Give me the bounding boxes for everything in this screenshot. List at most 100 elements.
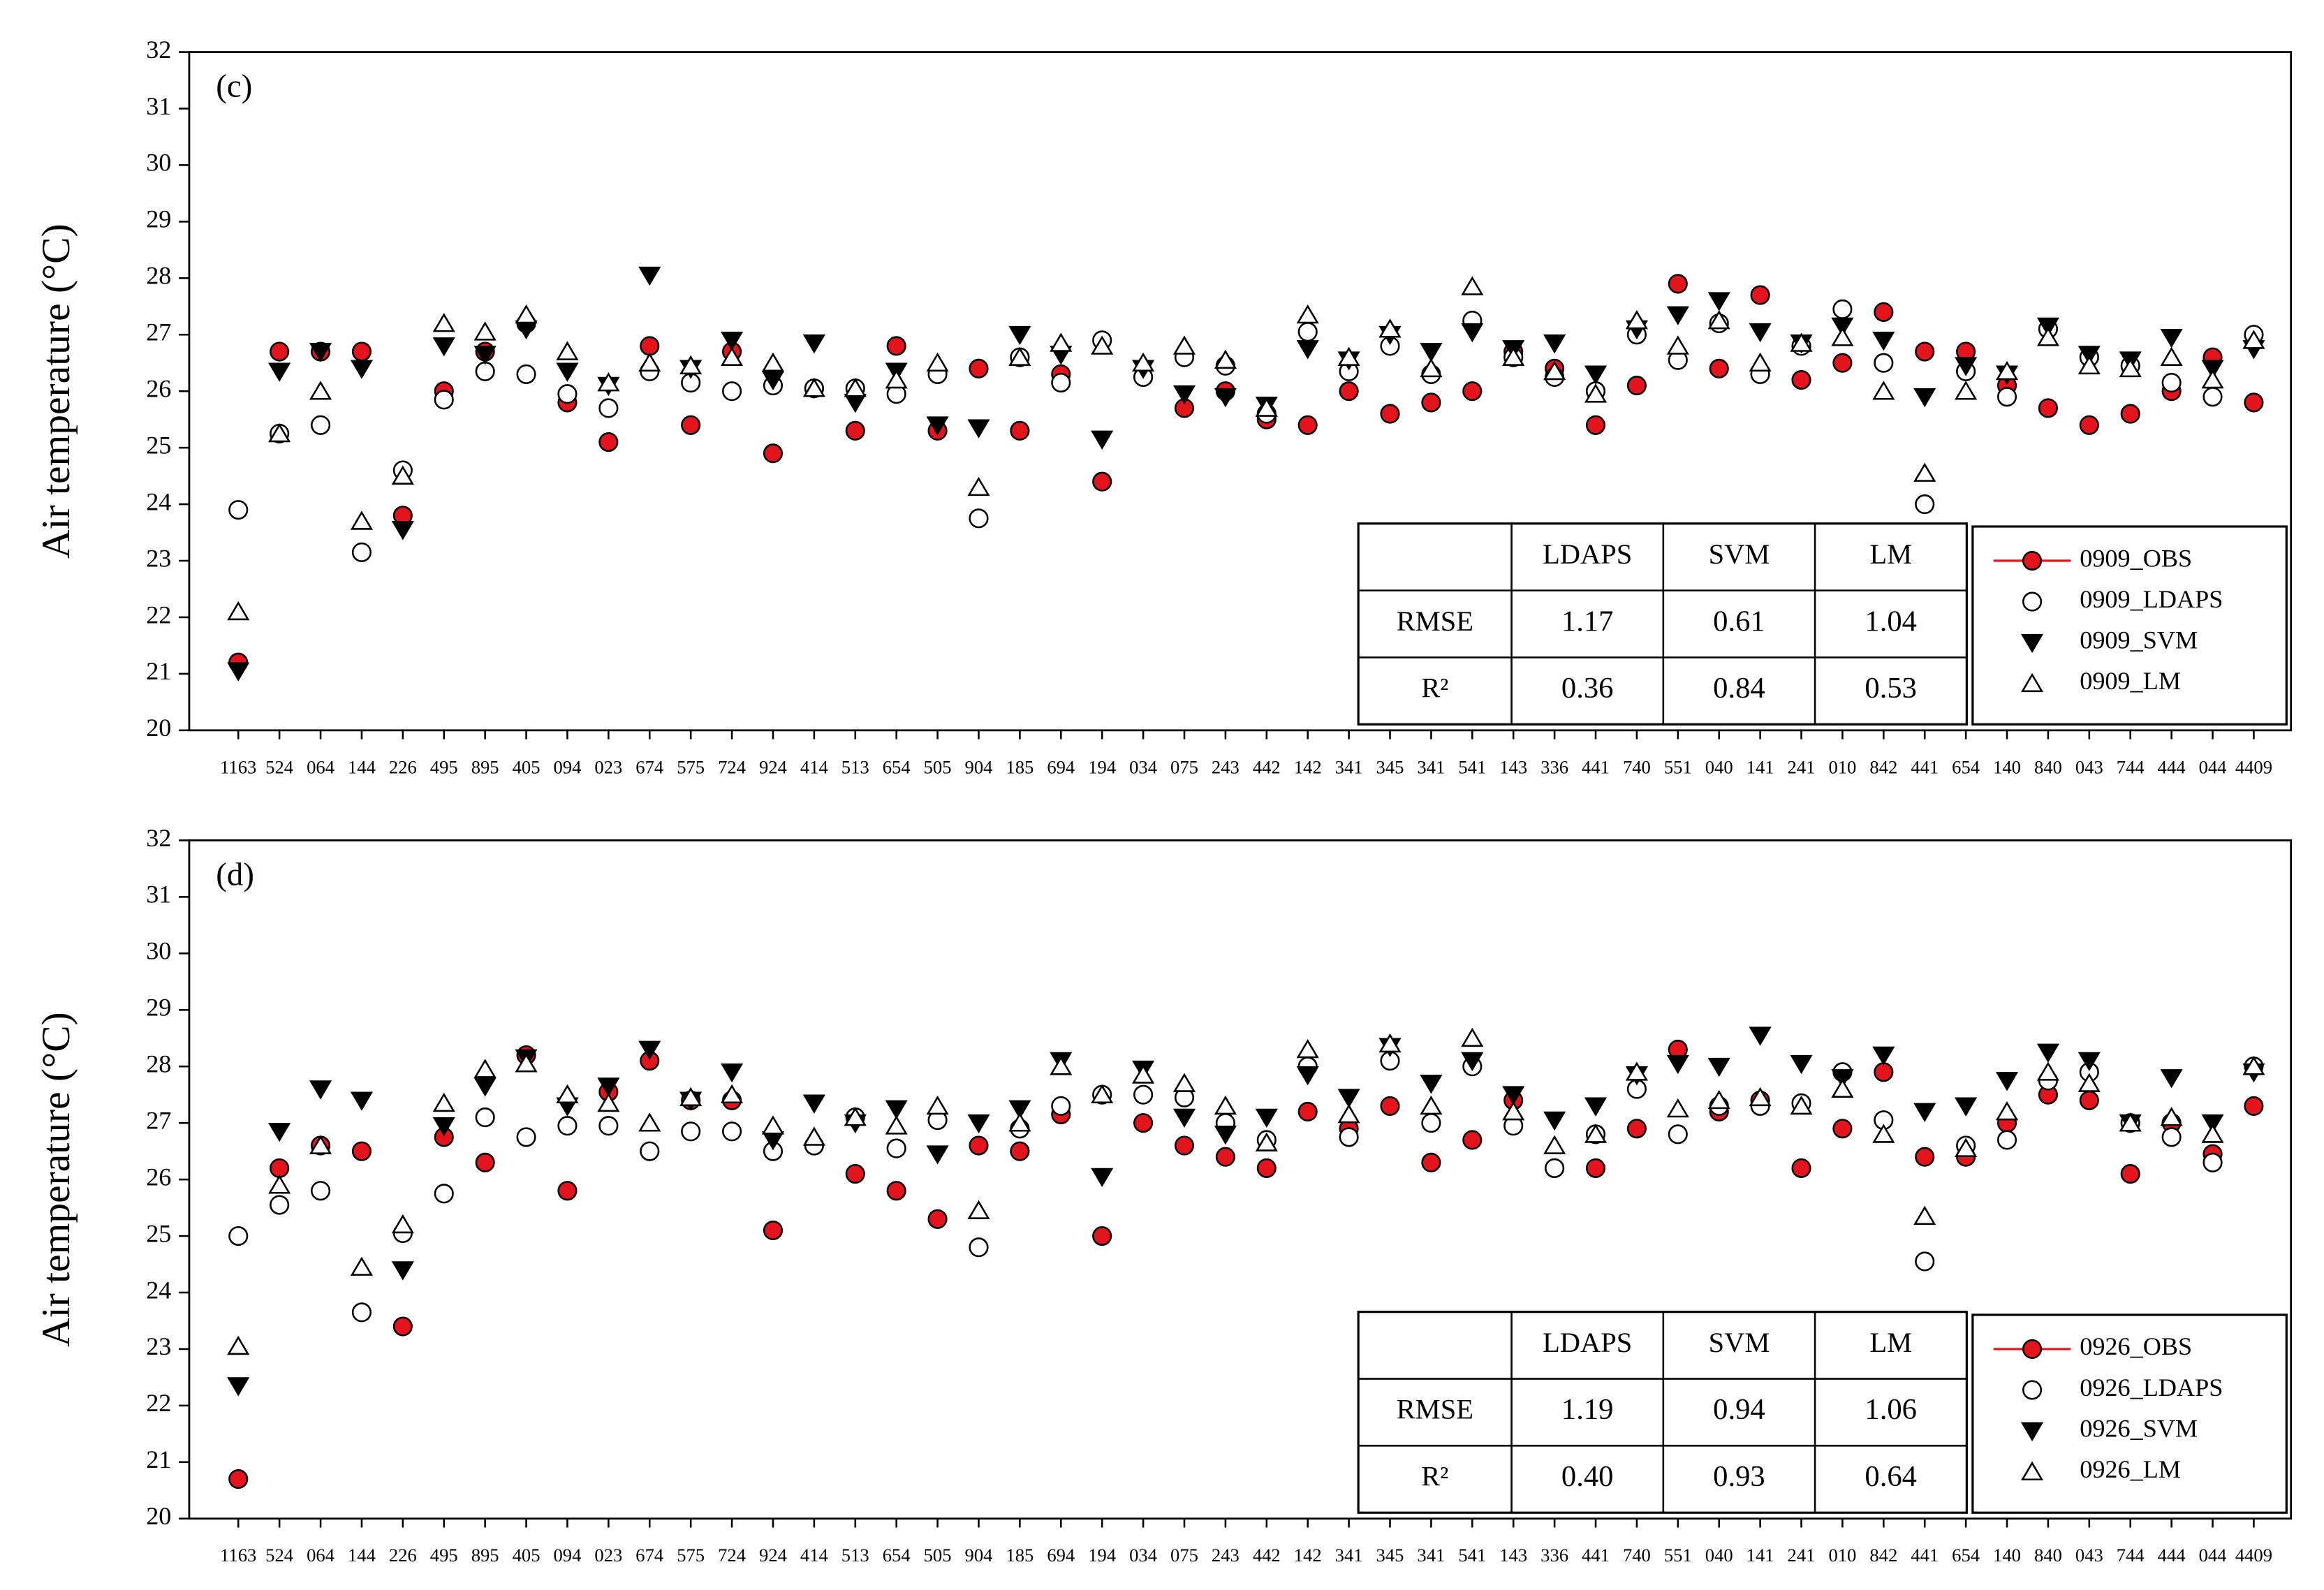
x-tick-label: 694 <box>1047 756 1075 777</box>
y-tick-label: 20 <box>146 714 171 742</box>
data-point <box>1749 1026 1772 1046</box>
data-point <box>473 1059 497 1078</box>
data-point <box>227 662 250 682</box>
legend-marker <box>2020 672 2044 693</box>
data-point <box>1585 415 1606 435</box>
x-tick-label: 541 <box>1458 756 1486 777</box>
x-tick-label: 141 <box>1746 756 1774 777</box>
data-point <box>432 337 455 357</box>
x-tick-label: 524 <box>265 1545 293 1566</box>
data-point <box>1585 1158 1606 1178</box>
data-point <box>969 508 989 529</box>
data-point <box>1666 1054 1689 1075</box>
data-point <box>1296 304 1319 324</box>
data-point <box>1172 1073 1196 1092</box>
x-tick-label: 541 <box>1458 1545 1486 1566</box>
data-point <box>761 371 785 390</box>
x-tick-label: 654 <box>1952 756 1980 777</box>
table-cell: 0.93 <box>1713 1460 1765 1493</box>
data-point <box>1091 1084 1114 1104</box>
data-point <box>1749 323 1772 343</box>
data-point <box>1380 404 1400 424</box>
y-tick-label: 24 <box>146 1276 171 1304</box>
x-tick-label: 040 <box>1705 1545 1733 1566</box>
y-tick-label: 32 <box>146 824 171 852</box>
data-point <box>516 1127 536 1147</box>
data-point <box>926 1145 949 1165</box>
data-point <box>1666 335 1689 355</box>
data-point <box>1666 1098 1689 1118</box>
data-point <box>598 1116 619 1136</box>
x-tick-label: 064 <box>307 756 334 777</box>
data-point <box>556 1084 579 1104</box>
data-point <box>309 1135 332 1154</box>
y-tick-label: 29 <box>146 205 171 233</box>
data-point <box>1174 1135 1195 1156</box>
x-tick-label: 142 <box>1294 756 1322 777</box>
data-point <box>598 398 619 418</box>
y-tick-label: 22 <box>146 1389 171 1417</box>
data-point <box>1791 369 1811 390</box>
data-point <box>227 1335 250 1355</box>
data-point <box>1915 1251 1935 1272</box>
data-point <box>638 352 661 372</box>
data-point <box>268 422 291 443</box>
data-point <box>1584 1124 1608 1143</box>
data-point <box>1091 335 1114 355</box>
data-point <box>1707 292 1730 311</box>
y-tick-label: 23 <box>146 1332 171 1360</box>
y-tick-label: 24 <box>146 487 171 515</box>
data-point <box>1008 346 1031 366</box>
data-point <box>1913 462 1936 482</box>
data-point <box>1133 1084 1154 1105</box>
data-point <box>969 358 989 378</box>
data-point <box>1996 387 2017 407</box>
data-point <box>228 500 249 520</box>
table-header: SVM <box>1709 538 1770 570</box>
data-point <box>2202 387 2223 407</box>
data-point <box>1790 332 1813 352</box>
legend-marker <box>2022 591 2043 612</box>
table-row-label: R² <box>1421 1461 1448 1492</box>
data-point <box>1832 353 1853 373</box>
x-tick-label: 341 <box>1417 1545 1445 1566</box>
data-point <box>2244 392 2264 413</box>
data-point <box>1831 1069 1854 1089</box>
data-point <box>1874 353 1894 373</box>
data-point <box>1626 376 1647 396</box>
x-tick-label: 895 <box>471 1545 499 1566</box>
table-cell: 1.19 <box>1561 1393 1614 1426</box>
data-point <box>309 1080 332 1100</box>
data-point <box>1749 1087 1772 1107</box>
x-tick-label: 075 <box>1170 1545 1198 1566</box>
x-tick-label: 243 <box>1212 1545 1240 1566</box>
data-point <box>1955 357 1978 376</box>
table-cell: 1.17 <box>1561 605 1614 638</box>
x-tick-label: 842 <box>1869 1545 1897 1566</box>
data-point <box>886 1138 906 1158</box>
x-tick-label: 524 <box>265 756 293 777</box>
data-point <box>802 1126 825 1146</box>
y-tick-label: 31 <box>146 881 171 908</box>
legend-label: 0926_SVM <box>2080 1414 2198 1442</box>
y-tick-label: 30 <box>146 937 171 965</box>
data-point <box>1502 1086 1525 1105</box>
data-point <box>1872 331 1895 351</box>
data-point <box>885 1115 908 1135</box>
x-tick-label: 141 <box>1746 1545 1774 1566</box>
data-point <box>1421 1152 1441 1172</box>
data-point <box>227 601 250 621</box>
data-point <box>720 1063 744 1083</box>
data-point <box>1872 1124 1895 1143</box>
x-tick-label: 442 <box>1253 1545 1281 1566</box>
data-point <box>1791 1158 1811 1178</box>
data-point <box>515 304 538 324</box>
data-point <box>1955 1138 1978 1157</box>
x-tick-label: 441 <box>1582 1545 1610 1566</box>
x-tick-label: 740 <box>1623 1545 1651 1566</box>
y-tick-label: 26 <box>146 375 171 403</box>
data-point <box>1626 1119 1647 1139</box>
x-tick-label: 744 <box>2117 756 2145 777</box>
data-point <box>350 360 374 379</box>
